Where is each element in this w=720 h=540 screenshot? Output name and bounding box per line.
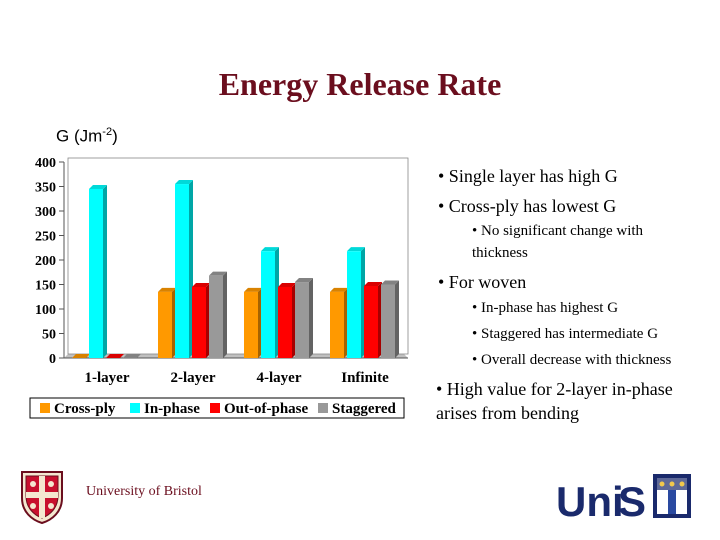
- bullet-item: • High value for 2-layer in-phase: [436, 379, 673, 399]
- bar: [158, 291, 172, 358]
- y-tick-label: 200: [35, 254, 56, 269]
- bar-top: [192, 282, 210, 287]
- unis-logo: Uni S: [556, 474, 691, 522]
- slide-title: Energy Release Rate: [218, 66, 502, 102]
- university-crest-icon: [21, 471, 63, 524]
- x-tick-label: 2-layer: [171, 370, 216, 386]
- bar-top: [364, 281, 382, 286]
- bar-zero: [123, 354, 141, 358]
- bar: [330, 291, 344, 358]
- bar: [192, 286, 206, 358]
- bar-side: [395, 280, 399, 358]
- y-axis-label: G (Jm-2): [56, 126, 118, 147]
- y-axis-label-main: G (Jm: [56, 126, 103, 146]
- x-tick-label: 1-layer: [85, 370, 130, 386]
- bar-top: [278, 282, 296, 287]
- bullet-item: • No significant change with: [472, 223, 644, 239]
- bar-chart: 0 50 100 150 200 250 300 350 400 1-layer 2-layer 4-…: [29, 156, 409, 419]
- legend-swatch: [40, 403, 50, 413]
- bar-top: [158, 287, 176, 292]
- y-axis-label-close: ): [112, 126, 118, 146]
- bullet-item: • Cross-ply has lowest G: [438, 196, 617, 216]
- y-tick-label: 150: [35, 279, 56, 294]
- bar-top: [330, 287, 348, 292]
- bar: [244, 291, 258, 358]
- legend-swatch: [318, 403, 328, 413]
- bar-side: [103, 184, 107, 358]
- bar: [278, 286, 292, 358]
- bar: [209, 275, 223, 358]
- bar-zero: [106, 354, 124, 358]
- y-tick-label: 250: [35, 230, 56, 245]
- bar: [261, 251, 275, 358]
- y-tick-label: 300: [35, 205, 56, 220]
- bar-top: [209, 271, 227, 276]
- bar-top: [244, 287, 262, 292]
- y-tick-label: 350: [35, 181, 56, 196]
- bar-top: [347, 247, 365, 252]
- bar-top: [261, 247, 279, 252]
- y-tick-label: 100: [35, 303, 56, 318]
- bullet-item: thickness: [472, 245, 528, 261]
- bar: [364, 285, 378, 358]
- y-tick-label: 0: [49, 352, 56, 367]
- y-axis-label-exponent: -2: [102, 126, 113, 138]
- bar-zero: [72, 354, 90, 358]
- bullet-item: • In-phase has highest G: [472, 300, 619, 316]
- unis-logo-text-uni: Uni: [556, 478, 624, 522]
- bar-top: [295, 278, 313, 283]
- x-tick-label: 4-layer: [257, 370, 302, 386]
- plot-floor: [64, 354, 408, 358]
- bullet-item: arises from bending: [436, 403, 579, 423]
- y-tick-label: 400: [35, 156, 56, 171]
- bar-top: [381, 280, 399, 285]
- bar-top: [175, 180, 193, 185]
- bar-side: [309, 278, 313, 358]
- legend-label: Cross-ply: [54, 401, 116, 417]
- legend-label: In-phase: [144, 401, 200, 417]
- bar: [89, 188, 103, 358]
- unis-crest-icon: [653, 474, 691, 518]
- legend-label: Out-of-phase: [224, 401, 309, 417]
- bar-side: [223, 271, 227, 358]
- y-tick-label: 50: [42, 328, 56, 343]
- bullet-item: • For woven: [438, 272, 527, 292]
- bar-top: [89, 184, 107, 189]
- bullet-item: • Staggered has intermediate G: [472, 326, 659, 342]
- legend-swatch: [130, 403, 140, 413]
- university-name: University of Bristol: [86, 484, 202, 499]
- bar: [175, 184, 189, 358]
- x-tick-label: Infinite: [341, 370, 389, 386]
- bullet-item: • Single layer has high G: [438, 166, 618, 186]
- bar: [381, 284, 395, 358]
- unis-logo-text-s: S: [618, 478, 646, 522]
- bar: [295, 282, 309, 358]
- bullet-item: • Overall decrease with thickness: [472, 352, 672, 368]
- legend-swatch: [210, 403, 220, 413]
- legend-label: Staggered: [332, 401, 397, 417]
- bar: [347, 251, 361, 358]
